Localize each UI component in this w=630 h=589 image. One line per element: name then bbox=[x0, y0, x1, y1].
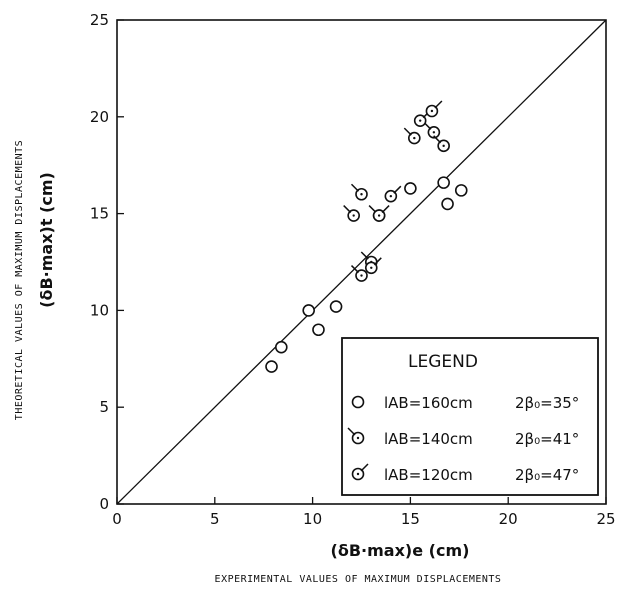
x-tick-label: 20 bbox=[499, 510, 518, 528]
data-point bbox=[454, 184, 468, 197]
y-tick-label: 15 bbox=[90, 205, 109, 223]
data-point bbox=[350, 265, 368, 282]
data-points bbox=[265, 100, 468, 373]
y-tick-label: 20 bbox=[90, 108, 109, 126]
legend-entries: lAB=160cm 2β₀=35° lAB=140cm 2β₀=41° lAB=120c… bbox=[347, 394, 579, 484]
x-axis-sublabel: EXPERIMENTAL VALUES OF MAXIMUM DISPLACEM… bbox=[215, 574, 502, 585]
legend-entry-angle: 2β₀=47° bbox=[515, 466, 579, 484]
data-point bbox=[413, 110, 431, 127]
data-point bbox=[302, 304, 315, 317]
data-point bbox=[441, 197, 454, 211]
x-axis-label: (δB·max)e (cm) bbox=[331, 541, 470, 560]
y-tick-label: 10 bbox=[90, 301, 109, 319]
data-point bbox=[372, 205, 390, 222]
legend-marker bbox=[351, 463, 369, 481]
y-tick-label: 0 bbox=[99, 495, 109, 513]
data-point bbox=[423, 121, 441, 139]
legend-entry-label: lAB=160cm bbox=[384, 394, 473, 412]
legend-marker bbox=[351, 395, 365, 409]
legend-entry-label: lAB=140cm bbox=[384, 430, 473, 448]
data-point bbox=[437, 176, 450, 189]
data-point bbox=[312, 323, 325, 337]
y-axis-label: (δB·max)t (cm) bbox=[37, 172, 56, 308]
reference-line bbox=[116, 19, 607, 505]
data-point bbox=[364, 257, 382, 275]
x-tick-label: 25 bbox=[596, 510, 615, 528]
y-axis-ticks: 0 5 10 15 20 25 bbox=[90, 11, 124, 513]
data-point bbox=[425, 100, 443, 118]
legend-box bbox=[341, 337, 599, 496]
data-point bbox=[433, 135, 450, 153]
legend-entry-angle: 2β₀=41° bbox=[515, 430, 579, 448]
x-tick-label: 15 bbox=[401, 510, 420, 528]
data-point bbox=[384, 185, 402, 203]
x-tick-label: 10 bbox=[303, 510, 322, 528]
x-tick-label: 5 bbox=[210, 510, 220, 528]
y-axis-sublabel: THEORETICAL VALUES OF MAXIMUM DISPLACEME… bbox=[14, 140, 25, 420]
legend: LEGEND lAB=160cm 2β₀=35°lAB=140cm 2β₀=41°l… bbox=[341, 337, 599, 496]
legend-entry-angle: 2β₀=35° bbox=[515, 394, 579, 412]
data-point bbox=[404, 182, 417, 195]
data-point bbox=[403, 127, 421, 145]
plot-area bbox=[116, 19, 607, 505]
x-axis-ticks: 0 5 10 15 20 25 bbox=[112, 497, 616, 528]
data-point bbox=[265, 360, 278, 373]
y-tick-label: 5 bbox=[99, 398, 109, 416]
data-point bbox=[343, 205, 360, 222]
legend-marker bbox=[347, 427, 365, 445]
y-tick-label: 25 bbox=[90, 11, 109, 29]
data-point bbox=[275, 340, 288, 354]
x-tick-label: 0 bbox=[112, 510, 122, 528]
data-point bbox=[329, 300, 343, 313]
legend-title: LEGEND bbox=[408, 352, 478, 372]
legend-entry-label: lAB=120cm bbox=[384, 466, 473, 484]
data-point bbox=[350, 183, 368, 201]
